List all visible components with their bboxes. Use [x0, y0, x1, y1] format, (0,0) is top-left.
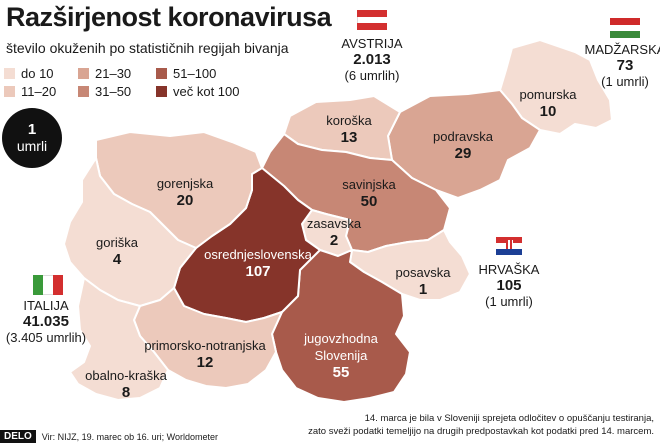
source-text: Vir: NIJZ, 19. marec ob 16. uri; Worldom…	[41, 431, 219, 442]
region-label-podravska: podravska 29	[433, 128, 493, 162]
region-label-koroska: koroška 13	[326, 112, 372, 146]
deaths-badge: 1 umrli	[2, 108, 62, 168]
region-name: koroška	[326, 113, 372, 128]
region-name: posavska	[395, 265, 451, 280]
country-name: AVSTRIJA	[341, 36, 403, 51]
region-obalno-kraska	[69, 277, 169, 401]
country-deaths: (1 umrli)	[601, 74, 649, 89]
region-value: 13	[340, 129, 358, 146]
country-name: MADŽARSKA	[584, 42, 660, 57]
region-value: 4	[112, 251, 122, 268]
region-value: 20	[176, 192, 194, 209]
legend-item-3: 21–30	[78, 66, 131, 81]
country-deaths: (3.405 umrlih)	[5, 330, 87, 345]
region-name: goriška	[96, 235, 138, 250]
legend-item-1: do 10	[4, 66, 54, 81]
region-value: 50	[360, 193, 378, 210]
country-cases: 41.035	[23, 313, 69, 330]
region-label-posavska: posavska 1	[396, 264, 451, 298]
region-label-zasavska: zasavska 2	[307, 215, 361, 249]
region-label-savinjska: savinjska 50	[342, 176, 395, 210]
region-label-obalno-kraska: obalno-kraška 8	[85, 367, 167, 401]
region-value: 12	[196, 354, 214, 371]
italy-flag-icon	[33, 275, 63, 295]
region-label-goriska: goriška 4	[96, 234, 138, 268]
country-name: ITALIJA	[23, 298, 69, 313]
page-title: Razširjenost koronavirusa	[6, 2, 332, 32]
legend-swatch	[4, 86, 15, 97]
legend-item-2: 11–20	[4, 84, 56, 99]
note-line-1: 14. marca je bila v Sloveniji sprejeta o…	[364, 413, 654, 424]
delo-logo: DELO	[0, 430, 36, 443]
region-name: gorenjska	[156, 176, 214, 191]
region-name: savinjska	[342, 177, 396, 192]
legend-swatch	[4, 68, 15, 79]
country-italy: ITALIJA 41.035 (3.405 umrlih)	[6, 298, 86, 346]
legend-swatch	[78, 68, 89, 79]
legend-label: 51–100	[173, 66, 217, 81]
legend-swatch	[156, 68, 167, 79]
region-name: podravska	[433, 129, 493, 144]
deaths-number: 1	[27, 121, 37, 138]
legend-swatch	[156, 86, 167, 97]
country-deaths: (6 umrlih)	[344, 68, 400, 83]
country-croatia: HRVAŠKA 105 (1 umrli)	[479, 262, 540, 310]
legend-item-4: 31–50	[78, 84, 131, 99]
hungary-flag-icon	[610, 18, 640, 38]
country-cases: 2.013	[353, 51, 391, 68]
region-label-gorenjska: gorenjska 20	[157, 175, 213, 209]
region-label-osrednjeslovenska: osrednjeslovenska 107	[204, 246, 312, 280]
region-name: osrednjeslovenska	[204, 247, 312, 262]
country-cases: 73	[616, 57, 634, 74]
country-cases: 105	[496, 277, 522, 294]
croatia-flag-icon	[496, 237, 522, 255]
region-name: pomurska	[519, 87, 577, 102]
region-name: zasavska	[306, 216, 362, 231]
page-subtitle: število okuženih po statističnih regijah…	[6, 40, 289, 56]
region-value: 107	[245, 263, 271, 280]
region-name: jugovzhodna Slovenija	[304, 331, 378, 363]
region-name: primorsko-notranjska	[144, 338, 266, 353]
region-name: obalno-kraška	[85, 368, 167, 383]
legend-label: 11–20	[21, 84, 57, 99]
legend-label: do 10	[21, 66, 54, 81]
legend-label: 31–50	[95, 84, 132, 99]
legend-swatch	[78, 86, 89, 97]
legend-label: 21–30	[95, 66, 132, 81]
legend-label: več kot 100	[173, 84, 240, 99]
region-value: 29	[454, 145, 472, 162]
footer-source: DELO Vir: NIJZ, 19. marec ob 16. uri; Wo…	[0, 430, 218, 443]
region-label-jugovzhodna: jugovzhodna Slovenija 55	[291, 330, 391, 381]
deaths-label: umrli	[16, 138, 48, 154]
legend-item-6: več kot 100	[156, 84, 240, 99]
footer-note: 14. marca je bila v Sloveniji sprejeta o…	[308, 412, 654, 438]
country-hungary: MADŽARSKA 73 (1 umrli)	[585, 42, 660, 90]
legend-item-5: 51–100	[156, 66, 216, 81]
austria-flag-icon	[357, 10, 387, 30]
region-label-primorsko-notranjska: primorsko-notranjska 12	[144, 337, 265, 371]
country-deaths: (1 umrli)	[485, 294, 533, 309]
region-value: 2	[329, 232, 339, 249]
region-value: 8	[121, 384, 131, 401]
region-value: 10	[539, 103, 557, 120]
country-austria: AVSTRIJA 2.013 (6 umrlih)	[341, 36, 402, 84]
note-line-2: zato sveži podatki temeljijo na drugih p…	[308, 426, 654, 437]
region-value: 55	[332, 364, 350, 381]
region-label-pomurska: pomurska 10	[519, 86, 576, 120]
country-name: HRVAŠKA	[478, 262, 540, 277]
region-value: 1	[418, 281, 428, 298]
